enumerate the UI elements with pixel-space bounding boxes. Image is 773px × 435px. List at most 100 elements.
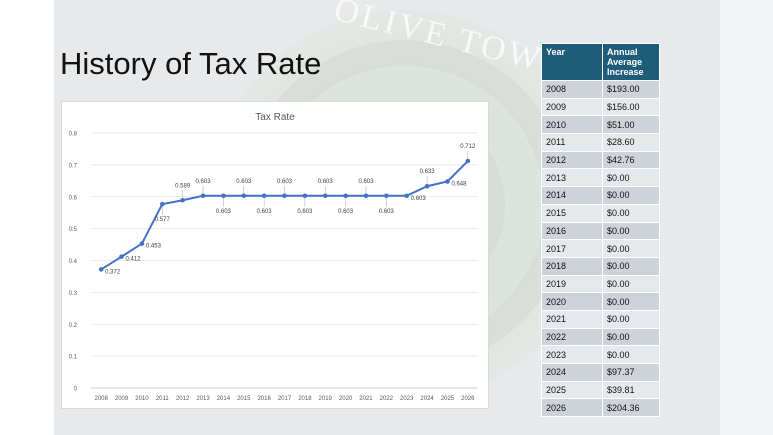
increase-cell: $0.00: [602, 309, 660, 329]
data-label: 0.648: [451, 181, 467, 187]
chart-axes: 0 0.1 0.2 0.3 0.4 0.5 0.6 0.7 0.8 2008 2009 2010 201…: [69, 132, 475, 403]
data-point: [221, 193, 226, 199]
year-cell: 2012: [541, 150, 603, 170]
year-cell: 2017: [541, 239, 603, 258]
year-cell: 2013: [541, 168, 603, 188]
table-row: 2018 $0.00: [541, 256, 660, 276]
table-row: 2020 $0.00: [541, 292, 660, 311]
x-tick-label: 2020: [339, 396, 353, 402]
data-point: [159, 201, 165, 207]
x-tick-label: 2017: [278, 396, 292, 402]
x-tick-label: 2015: [237, 396, 251, 402]
table-row: 2026 $204.36: [541, 398, 660, 418]
year-cell: 2024: [541, 363, 603, 382]
table-row: 2015 $0.00: [541, 203, 660, 223]
left-margin: [0, 0, 54, 435]
header-year: Year: [541, 43, 603, 81]
x-tick-label: 2013: [196, 396, 210, 402]
year-cell: 2016: [541, 221, 603, 241]
x-tick-label: 2008: [95, 396, 109, 402]
data-point: [302, 193, 308, 199]
data-label: 0.453: [146, 244, 162, 250]
data-label: 0.372: [105, 269, 121, 275]
year-cell: 2023: [541, 345, 603, 364]
increase-cell: $193.00: [602, 80, 660, 99]
x-tick-label: 2022: [380, 396, 394, 402]
increase-cell: $0.00: [602, 186, 660, 205]
data-point: [424, 183, 430, 189]
tax-rate-chart: Tax Rate 0 0.1 0.2 0.3 0.4 0.5 0.6 0.7 0.8 2008 20…: [61, 101, 489, 409]
data-label: 0.589: [175, 183, 191, 189]
year-cell: 2014: [541, 186, 603, 205]
data-point: [180, 197, 185, 203]
increase-cell: $0.00: [602, 168, 660, 188]
x-tick-label: 2024: [420, 396, 434, 402]
y-tick-label: 0: [74, 387, 78, 393]
increase-cell: $0.00: [602, 203, 660, 223]
data-label: 0.603: [216, 209, 232, 215]
year-cell: 2022: [541, 327, 603, 347]
increase-cell: $0.00: [602, 327, 660, 347]
year-cell: 2019: [541, 274, 603, 294]
year-cell: 2008: [541, 80, 603, 99]
year-cell: 2010: [541, 115, 603, 135]
table-row: 2025 $39.81: [541, 380, 660, 400]
increase-cell: $39.81: [602, 380, 660, 400]
y-tick-label: 0.8: [69, 132, 78, 138]
x-tick-label: 2016: [257, 396, 271, 402]
data-point: [322, 193, 328, 199]
x-tick-label: 2021: [359, 396, 373, 402]
increase-cell: $0.00: [602, 239, 660, 258]
data-label: 0.603: [411, 196, 427, 202]
increase-cell: $0.00: [602, 345, 660, 364]
data-label: 0.603: [196, 179, 212, 185]
table-body: 2008 $193.00 2009 $156.00 2010 $51.00 2011 $28.…: [541, 80, 660, 418]
table-row: 2017 $0.00: [541, 239, 660, 258]
data-label: 0.412: [126, 257, 142, 263]
data-point: [404, 193, 410, 199]
year-cell: 2015: [541, 203, 603, 223]
increase-cell: $51.00: [602, 115, 660, 135]
x-tick-label: 2014: [217, 396, 231, 402]
data-point: [282, 193, 287, 199]
year-cell: 2026: [541, 398, 603, 418]
data-point: [343, 193, 348, 199]
y-tick-label: 0.6: [69, 195, 78, 201]
y-tick-label: 0.4: [69, 259, 78, 265]
data-point: [445, 179, 450, 184]
increase-cell: $97.37: [602, 363, 660, 382]
increase-cell: $28.60: [602, 133, 660, 152]
x-tick-label: 2011: [156, 396, 170, 402]
increase-cell: $204.36: [602, 398, 660, 418]
data-label: 0.603: [338, 209, 354, 215]
year-cell: 2009: [541, 97, 603, 117]
table-row: 2013 $0.00: [541, 168, 660, 188]
header-annual-increase: Annual Average Increase: [602, 43, 660, 81]
table-row: 2014 $0.00: [541, 186, 660, 205]
page-title: History of Tax Rate: [60, 46, 322, 81]
x-tick-label: 2023: [400, 396, 414, 402]
annual-increase-table: Year Annual Average Increase 2008 $193.00…: [541, 43, 660, 418]
increase-cell: $0.00: [602, 274, 660, 294]
data-label: 0.603: [379, 209, 395, 215]
data-label: 0.577: [155, 217, 171, 223]
table-row: 2012 $42.76: [541, 150, 660, 170]
year-cell: 2020: [541, 292, 603, 311]
chart-canvas: Tax Rate 0 0.1 0.2 0.3 0.4 0.5 0.6 0.7 0.8 2008 20…: [69, 112, 478, 403]
table-row: 2019 $0.00: [541, 274, 660, 294]
table-row: 2010 $51.00: [541, 115, 660, 135]
series-line: [100, 160, 469, 271]
table-row: 2022 $0.00: [541, 327, 660, 347]
year-cell: 2025: [541, 380, 603, 400]
data-label: 0.603: [257, 209, 273, 215]
data-point: [363, 193, 369, 199]
table-row: 2021 $0.00: [541, 309, 660, 329]
increase-cell: $0.00: [602, 221, 660, 241]
data-point: [465, 158, 471, 164]
x-tick-label: 2019: [319, 396, 333, 402]
chart-data-labels: 0.372 0.412 0.453 0.577 0.589 0.603 0.603 0.603…: [105, 144, 476, 275]
data-label: 0.712: [460, 144, 476, 150]
data-point: [384, 193, 389, 199]
increase-cell: $0.00: [602, 256, 660, 276]
data-point: [200, 193, 206, 199]
